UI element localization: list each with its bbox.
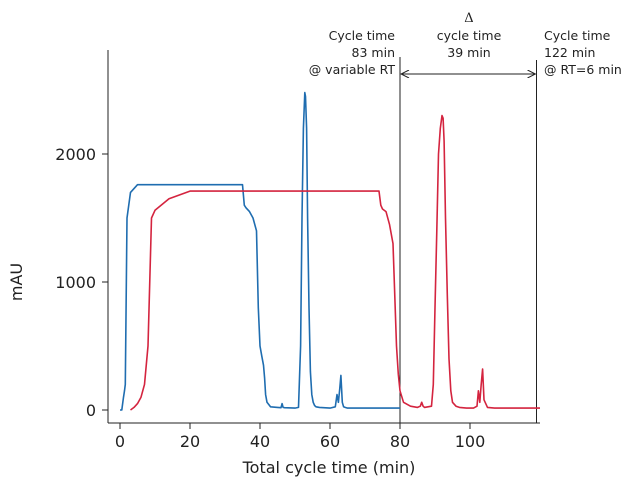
annotation-right-line-1: Cycle time (544, 28, 611, 43)
y-ticks: 0 1000 2000 (55, 145, 108, 420)
x-axis-title: Total cycle time (min) (242, 458, 416, 477)
y-tick-label: 1000 (55, 273, 96, 292)
x-tick-label: 40 (250, 432, 270, 451)
annotation-delta-symbol: Δ (464, 11, 473, 26)
y-axis-title: mAU (7, 263, 26, 301)
annotation-right-line-2: 122 min (544, 45, 595, 60)
annotation-right-line-3: @ RT=6 min (544, 62, 622, 77)
annotation-delta-line-1: cycle time (437, 28, 502, 43)
annotation-left-line-3: @ variable RT (309, 62, 396, 77)
series-line-blue (120, 91, 400, 411)
x-tick-label: 100 (455, 432, 486, 451)
x-tick-label: 60 (320, 432, 340, 451)
cycle-markers (399, 57, 537, 423)
annotation-right-cycle-time: Cycle time 122 min @ RT=6 min (544, 28, 622, 77)
x-tick-label: 80 (390, 432, 410, 451)
annotation-left-line-1: Cycle time (329, 28, 396, 43)
series-line-red (130, 114, 540, 411)
annotation-delta-line-2: 39 min (447, 45, 490, 60)
y-tick-label: 0 (86, 401, 96, 420)
y-tick-label: 2000 (55, 145, 96, 164)
x-tick-label: 0 (115, 432, 125, 451)
annotation-left-cycle-time: Cycle time 83 min @ variable RT (309, 28, 396, 77)
annotation-delta-cycle-time: Δ cycle time 39 min (437, 11, 502, 60)
annotation-left-line-2: 83 min (352, 45, 395, 60)
x-tick-label: 20 (180, 432, 200, 451)
x-ticks: 0 20 40 60 80 100 (115, 423, 485, 451)
series-group (120, 91, 540, 411)
